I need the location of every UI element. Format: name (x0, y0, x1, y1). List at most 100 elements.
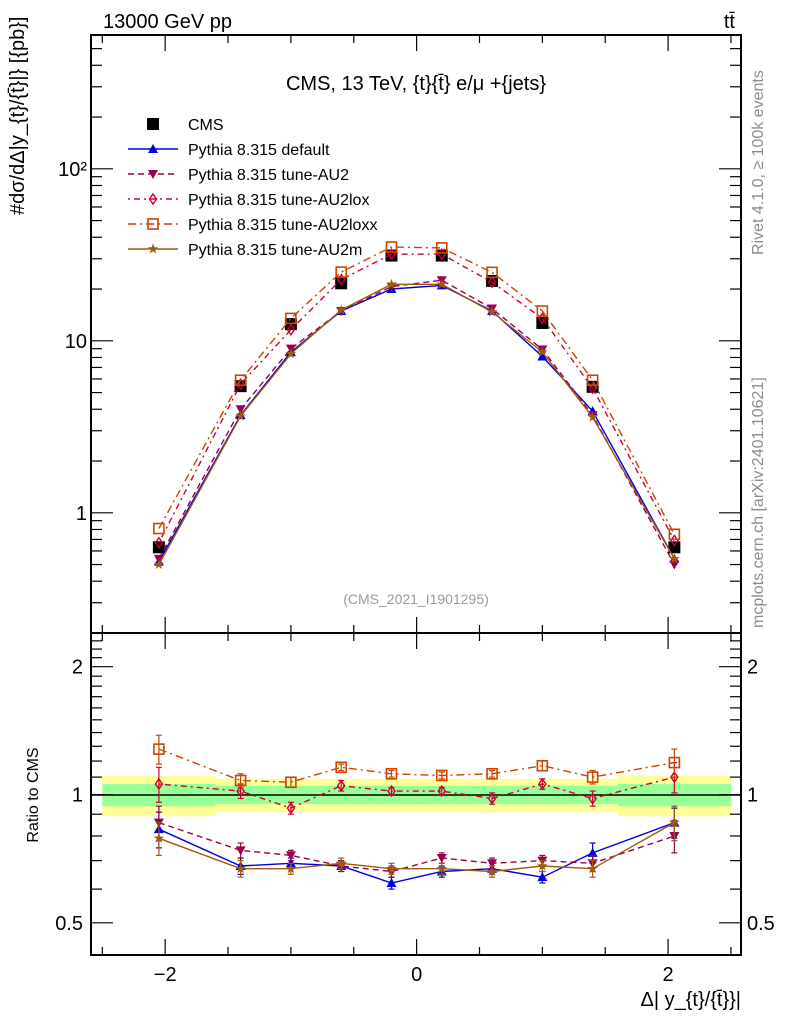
ratio-point (435, 769, 448, 782)
ratio-point (336, 857, 347, 868)
ratio-point (670, 770, 679, 784)
data-point (285, 348, 297, 359)
legend-item: Pythia 8.315 default (128, 142, 330, 159)
series-2 (153, 276, 680, 570)
ratio-point (436, 863, 447, 874)
series-0 (152, 249, 681, 554)
legend-label: Pythia 8.315 tune-AU2m (188, 242, 362, 259)
ratio-point (587, 847, 598, 857)
data-point (536, 305, 549, 317)
ratio-y-tick-labels: 0.5 0.5 1 1 2 2 (55, 657, 775, 935)
data-point (153, 559, 165, 569)
series-line (158, 279, 676, 565)
data-point (587, 411, 598, 422)
legend-label: CMS (188, 117, 224, 134)
data-point (285, 312, 297, 325)
series-3 (154, 247, 679, 549)
ratio-point (336, 779, 346, 792)
ratio-point (587, 863, 598, 874)
data-point (537, 346, 548, 357)
ratio-point (669, 817, 680, 827)
data-point (486, 306, 498, 317)
analysis-watermark: (CMS_2021_I1901295) (343, 591, 489, 607)
ratio-point (235, 863, 246, 874)
data-point (669, 553, 680, 564)
series-4 (153, 241, 681, 541)
main-axis-ticks (91, 34, 741, 634)
x-tick-label: 2 (663, 964, 674, 986)
legend-marker (147, 118, 159, 130)
ratio-bands (102, 775, 731, 817)
ratio-point (586, 771, 599, 783)
ratio-series-0 (153, 807, 680, 890)
ratio-point (437, 784, 447, 798)
data-point (669, 560, 680, 570)
legend-marker (148, 192, 158, 206)
legend-label: Pythia 8.315 tune-AU2loxx (188, 217, 377, 234)
legend-item: CMS (147, 117, 224, 134)
data-point (487, 276, 497, 289)
ratio-point (387, 784, 396, 798)
legend-item: Pythia 8.315 tune-AU2 (128, 167, 349, 184)
ratio-axis-ticks (91, 633, 741, 955)
data-point (586, 374, 599, 387)
main-y-tick-labels: 1 10 10² (58, 159, 87, 525)
ratio-point (486, 767, 498, 780)
ratio-point (386, 878, 397, 888)
ratio-point (285, 776, 297, 789)
x-axis-label: Δ| y_{t}/{t̄}}| (641, 989, 742, 1011)
data-point (286, 323, 296, 336)
ratio-point (236, 784, 245, 798)
data-point (436, 278, 447, 289)
ratio-y-tick-label-left: 2 (72, 657, 83, 679)
ratio-point (385, 767, 398, 780)
data-point (668, 541, 681, 554)
series-5 (153, 278, 680, 569)
data-point (668, 528, 681, 541)
data-point (537, 351, 548, 361)
ratio-series-4 (153, 805, 680, 878)
legend-item: Pythia 8.315 tune-AU2m (128, 242, 362, 259)
ratio-point (537, 777, 547, 791)
series-line (158, 246, 676, 535)
data-point (435, 242, 448, 254)
process-label: tt̄ (724, 11, 736, 33)
data-point (235, 405, 246, 415)
data-point (486, 266, 498, 279)
ratio-panel: 0.5 0.5 1 1 2 2 −2 0 2 Ratio to CMS Δ| y_{t}/{t… (25, 632, 775, 1011)
main-y-tick-label: 10 (65, 331, 87, 353)
beam-label: 13000 GeV pp (103, 11, 232, 33)
main-y-tick-label: 1 (76, 503, 87, 525)
ratio-point (436, 854, 447, 864)
legend-item: Pythia 8.315 tune-AU2loxx (128, 217, 377, 234)
ratio-point (335, 761, 347, 774)
ratio-series (153, 734, 681, 890)
ratio-point (536, 759, 549, 772)
data-point (234, 374, 247, 387)
legend-marker (147, 243, 159, 254)
data-point (235, 410, 246, 421)
ratio-line (158, 821, 675, 884)
ratio-frame (90, 632, 742, 956)
ratio-y-tick-label-right: 2 (747, 657, 758, 679)
x-tick-labels: −2 0 2 (154, 964, 674, 986)
legend: CMS Pythia 8.315 default Pythia 8.315 tune… (128, 117, 377, 259)
rivet-label: Rivet 4.1.0, ≥ 100k events (750, 70, 767, 255)
data-point (336, 304, 347, 315)
ratio-y-axis-label: Ratio to CMS (25, 747, 42, 842)
ratio-y-tick-label-right: 0.5 (747, 913, 775, 935)
data-point (236, 377, 245, 391)
ratio-point (487, 792, 497, 805)
main-y-axis-label: #dσ/dΔ|y_{t}/{t̄}|} [{pb}] (7, 17, 29, 216)
legend-label: Pythia 8.315 tune-AU2 (188, 167, 349, 184)
legend-label: Pythia 8.315 default (188, 142, 330, 159)
data-point (336, 273, 346, 286)
data-point (385, 241, 398, 253)
ratio-line (158, 821, 675, 873)
ratio-point (285, 863, 297, 874)
mcplots-label: mcplots.cern.ch [arXiv:2401.10621] (750, 377, 767, 628)
ratio-point (234, 774, 247, 787)
data-point (386, 278, 397, 289)
